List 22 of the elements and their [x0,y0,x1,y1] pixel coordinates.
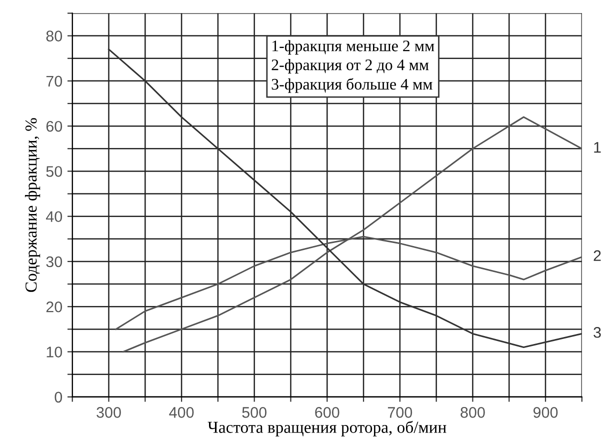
x-tick-label: 500 [242,407,266,418]
x-tick-label: 300 [96,407,121,418]
annotation: 1-фракцпя меньше 2 мм 2-фракция от 2 до 4 мм 3-фракция больше 4 мм [272,40,434,93]
x-tick-label: 700 [388,407,412,418]
x-tick-label: 600 [315,407,340,418]
y-tick-label: 70 [46,76,62,87]
y-tick-label: 40 [46,211,62,222]
y-tick-label: 60 [46,120,62,132]
y-tick-label: 50 [46,166,62,177]
y-tick-label: 0 [54,392,62,403]
series-label: 2 [594,250,601,261]
x-tick-label: 800 [460,407,485,418]
y-tick-label: 20 [46,301,62,312]
y-tick-label: 10 [46,346,62,358]
y-tick-label: 30 [46,256,62,268]
y-tick-label: 80 [46,30,62,42]
x-tick-label: 400 [169,407,194,418]
series-label: 1 [594,142,601,153]
x-tick-label: 900 [533,407,558,418]
series-label: 3 [594,326,601,338]
x-axis-title: Частота вращения ротора, об/мин [208,420,446,436]
y-axis-title: Содержание фракции, % [24,118,40,292]
